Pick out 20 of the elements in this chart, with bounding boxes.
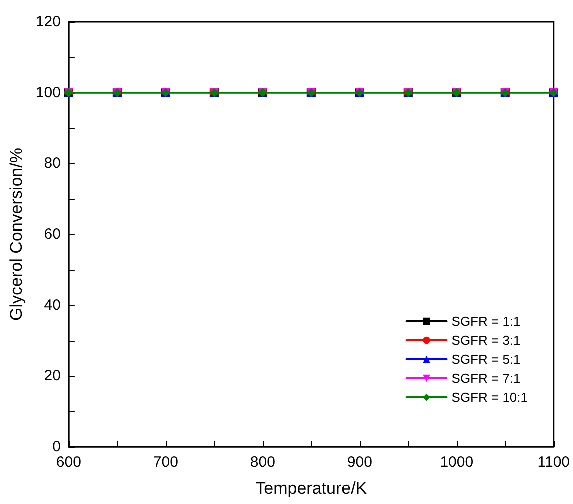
x-axis-title: Temperature/K (256, 479, 368, 498)
y-tick-label: 20 (44, 368, 61, 385)
x-tick-label: 600 (56, 454, 82, 471)
y-tick-label: 80 (44, 155, 61, 172)
x-tick-label: 700 (153, 454, 178, 471)
legend-label: SGFR = 3:1 (452, 333, 521, 348)
legend-label: SGFR = 5:1 (452, 352, 521, 367)
legend-label: SGFR = 7:1 (452, 371, 521, 386)
x-tick-label: 900 (347, 454, 372, 471)
y-tick-label: 120 (36, 14, 61, 30)
x-tick-label: 1000 (440, 454, 474, 471)
y-tick-label: 40 (44, 296, 61, 314)
legend-label: SGFR = 10:1 (452, 390, 528, 405)
y-axis-title: Glycerol Conversion/% (7, 148, 26, 321)
x-tick-label: 1100 (538, 454, 570, 471)
x-tick-label: 800 (250, 454, 276, 471)
y-tick-label: 100 (36, 84, 61, 102)
y-tick-label: 60 (44, 226, 61, 243)
y-tick-label: 0 (52, 438, 61, 456)
legend-label: SGFR = 1:1 (452, 314, 521, 329)
